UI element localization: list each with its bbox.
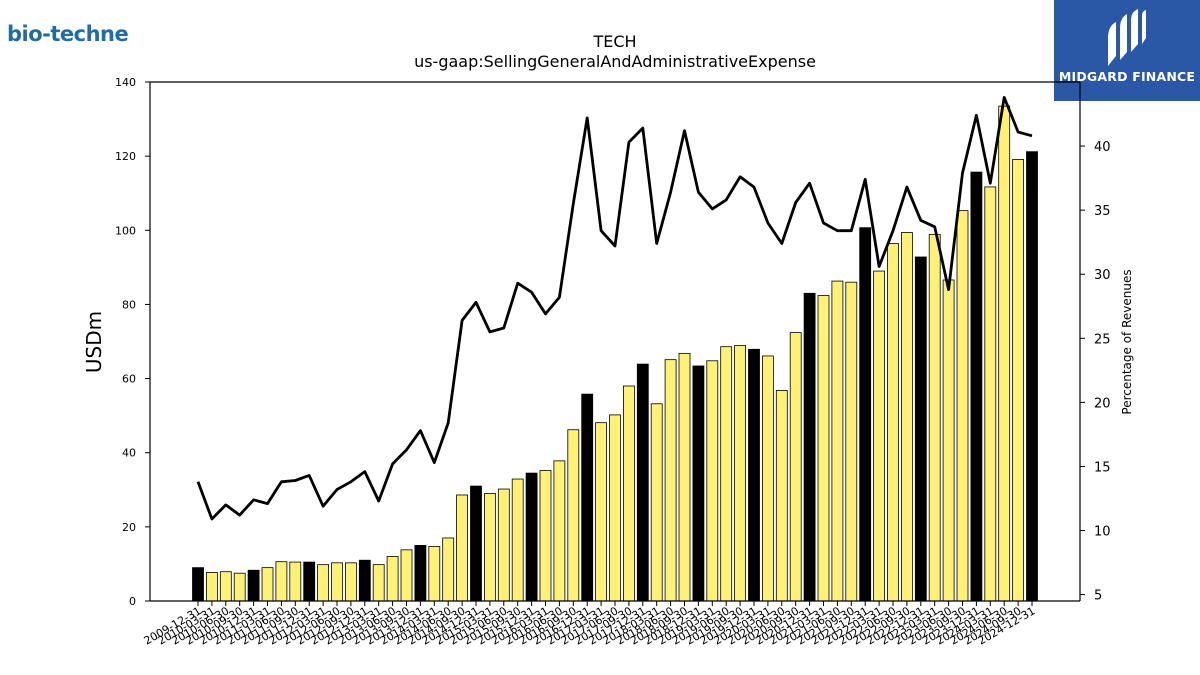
bar <box>692 365 705 602</box>
bar <box>400 549 413 602</box>
bar <box>1012 159 1024 602</box>
ratio-line <box>196 96 1033 521</box>
bar <box>511 478 524 602</box>
bar <box>720 346 733 602</box>
bar <box>873 270 885 602</box>
bar <box>762 355 774 602</box>
bar <box>456 494 469 602</box>
bar <box>483 493 496 602</box>
bar <box>192 567 204 602</box>
y-tick-label: 140 <box>115 76 136 89</box>
bar <box>233 572 246 602</box>
y2-tick-label: 30 <box>1094 268 1111 283</box>
bar <box>970 171 983 602</box>
bar <box>372 564 385 602</box>
y2-axis-label: Percentage of Revenues <box>1120 269 1134 414</box>
y-tick-label: 40 <box>122 447 136 460</box>
y2-tick-label: 25 <box>1094 332 1111 347</box>
bar <box>942 279 955 602</box>
midgard-finance-logo: MIDGARD FINANCE <box>1054 0 1200 101</box>
bar <box>984 186 997 602</box>
bar <box>344 562 357 602</box>
bar <box>859 227 872 602</box>
bar <box>303 561 316 602</box>
y-tick-label: 0 <box>129 595 136 608</box>
bar <box>567 429 580 602</box>
bar <box>706 360 719 602</box>
bar <box>914 256 927 602</box>
y2-tick-label: 35 <box>1094 204 1111 219</box>
y2-tick-label: 40 <box>1094 140 1111 155</box>
bar <box>664 359 677 602</box>
bar <box>748 348 760 602</box>
bar <box>261 567 274 602</box>
midgard-emblem-icon <box>1108 9 1146 66</box>
y2-tick-label: 5 <box>1094 589 1102 604</box>
bio-techne-logo: bio-techne <box>7 22 129 46</box>
bar <box>1026 151 1038 602</box>
bar <box>650 403 663 602</box>
bar <box>956 210 969 602</box>
chart-title-block: TECH us-gaap:SellingGeneralAndAdministra… <box>400 32 830 72</box>
bar <box>205 572 218 602</box>
bar <box>775 390 788 602</box>
y-tick-label: 120 <box>115 150 136 163</box>
bar <box>678 352 691 602</box>
bar <box>998 105 1011 602</box>
bar <box>525 472 538 602</box>
bar <box>595 422 607 602</box>
bar <box>636 363 649 602</box>
y-tick-label: 60 <box>122 373 136 386</box>
bar <box>414 544 427 602</box>
bar <box>275 561 288 602</box>
bar <box>317 564 330 602</box>
bar-series <box>192 105 1038 602</box>
bar <box>539 470 552 602</box>
y-tick-label: 100 <box>115 224 136 237</box>
bar <box>817 295 830 602</box>
bar <box>609 414 621 602</box>
bar <box>442 537 455 602</box>
midgard-finance-wordmark: MIDGARD FINANCE <box>1058 69 1196 84</box>
y2-tick-label: 20 <box>1094 396 1111 411</box>
bar <box>289 561 302 602</box>
bar <box>497 488 510 602</box>
bar <box>803 292 816 602</box>
bar <box>845 281 858 602</box>
bar <box>831 280 844 602</box>
bar <box>386 556 399 602</box>
bar <box>219 571 232 602</box>
bar <box>581 393 594 602</box>
bar <box>428 546 441 602</box>
chart-axes: 0204060801001201405101520253035402009-12… <box>115 76 1111 648</box>
chart-subtitle: us-gaap:SellingGeneralAndAdministrativeE… <box>414 52 816 71</box>
bar <box>331 562 343 602</box>
bar <box>901 232 913 602</box>
y2-tick-label: 10 <box>1094 525 1111 540</box>
y-tick-label: 20 <box>122 521 136 534</box>
ratio-line-series <box>196 96 1033 521</box>
y2-tick-label: 15 <box>1094 460 1111 475</box>
bar <box>887 243 899 602</box>
bar <box>734 345 746 602</box>
bar <box>928 233 941 602</box>
chart-title: TECH <box>593 32 637 51</box>
bar <box>358 559 371 602</box>
y-axis-label: USDm <box>82 311 106 373</box>
bar <box>623 385 635 602</box>
bar <box>553 460 566 602</box>
bar <box>247 569 260 602</box>
bar <box>789 332 802 602</box>
bar <box>470 485 482 602</box>
y-tick-label: 80 <box>122 298 136 311</box>
